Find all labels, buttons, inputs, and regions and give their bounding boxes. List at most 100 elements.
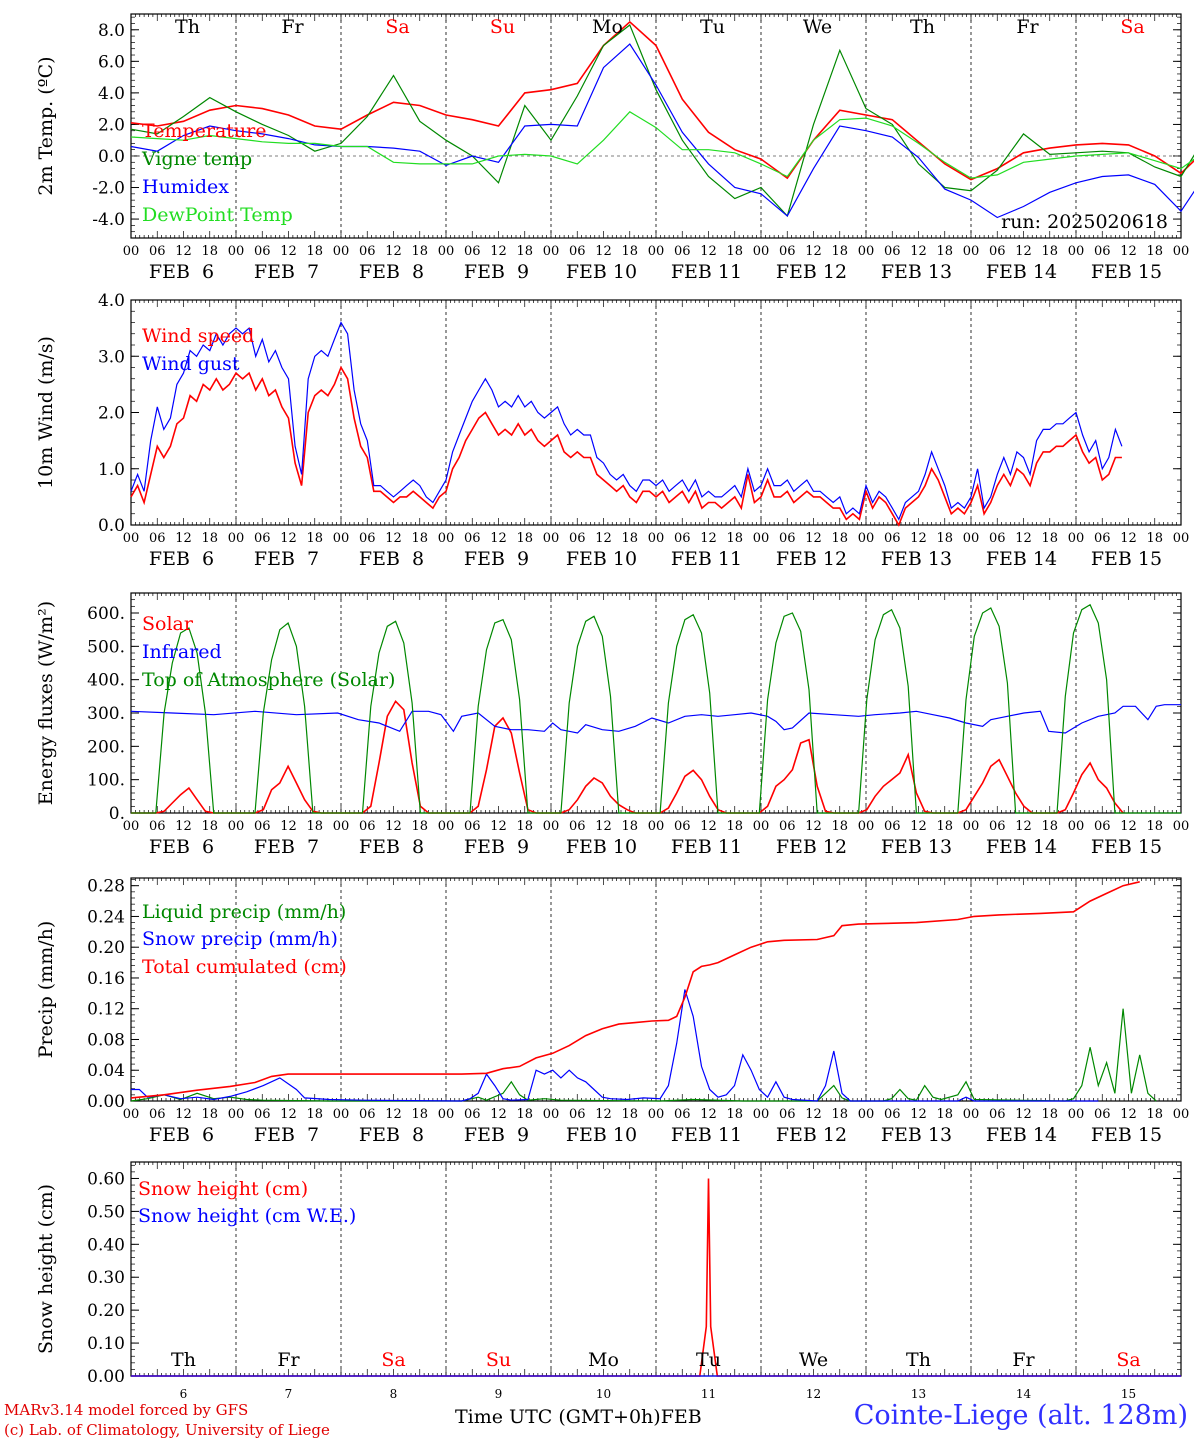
hour-tick-label: 12 xyxy=(385,819,402,834)
hour-tick-label: 00 xyxy=(543,1107,560,1122)
date-label: FEB 9 xyxy=(464,548,529,570)
weekday-label: Fr xyxy=(277,1349,300,1371)
y-tick-label: 0.16 xyxy=(87,969,125,989)
hour-tick-label: 12 xyxy=(595,1107,612,1122)
bottom-date-label: 11 xyxy=(701,1387,716,1401)
date-label: FEB 13 xyxy=(881,836,952,858)
hour-tick-label: 12 xyxy=(910,244,927,259)
weekday-label: Sa xyxy=(381,1349,405,1371)
weekday-label: Tu xyxy=(696,1349,721,1371)
y-tick-label: 3.0 xyxy=(98,347,125,367)
hour-tick-label: 06 xyxy=(464,1107,481,1122)
series-line-vigne-temp xyxy=(130,24,1194,218)
legend-entry: Snow height (cm W.E.) xyxy=(138,1205,356,1227)
hour-tick-label: 12 xyxy=(1015,531,1032,546)
hour-tick-label: 06 xyxy=(1094,531,1111,546)
hour-tick-label: 00 xyxy=(228,819,245,834)
hour-tick-label: 12 xyxy=(805,531,822,546)
hour-tick-label: 18 xyxy=(621,1107,638,1122)
date-label: FEB 10 xyxy=(566,261,637,283)
series-line-liquid-precip-mm-h- xyxy=(130,1008,1157,1102)
legend-entry: Snow height (cm) xyxy=(138,1178,308,1200)
date-label: FEB 6 xyxy=(149,836,214,858)
hour-tick-label: 06 xyxy=(674,819,691,834)
hour-tick-label: 00 xyxy=(858,244,875,259)
legend-entry: Infrared xyxy=(142,641,222,663)
date-label: FEB 12 xyxy=(776,1124,847,1146)
hour-tick-label: 18 xyxy=(306,244,323,259)
bottom-date-label: 6 xyxy=(180,1387,188,1401)
date-label: FEB 10 xyxy=(566,548,637,570)
hour-tick-label: 12 xyxy=(805,244,822,259)
hour-tick-label: 00 xyxy=(648,819,665,834)
hour-tick-label: 00 xyxy=(1173,819,1190,834)
y-tick-label: 0.00 xyxy=(87,1092,125,1112)
panel-5 xyxy=(130,1161,1182,1377)
y-tick-label: -4.0 xyxy=(92,210,125,230)
legend-entry: Vigne temp xyxy=(141,148,252,170)
hour-tick-label: 12 xyxy=(385,244,402,259)
date-label: FEB 8 xyxy=(359,836,424,858)
y-tick-label: 0.04 xyxy=(87,1061,125,1081)
y-tick-label: 500. xyxy=(87,637,125,657)
weekday-label: Th xyxy=(171,1349,196,1371)
hour-tick-label: 18 xyxy=(831,244,848,259)
hour-tick-label: 12 xyxy=(175,531,192,546)
hour-tick-label: 00 xyxy=(753,819,770,834)
weekday-label: Su xyxy=(486,1349,511,1371)
hour-tick-label: 06 xyxy=(359,244,376,259)
hour-tick-label: 06 xyxy=(989,531,1006,546)
y-axis-label: Snow height (cm) xyxy=(35,1184,57,1354)
hour-tick-label: 00 xyxy=(858,819,875,834)
legend-entry: Total cumulated (cm) xyxy=(142,956,347,978)
panel-1 xyxy=(130,13,1194,239)
weekday-label: Th xyxy=(910,16,935,38)
hour-tick-label: 06 xyxy=(569,244,586,259)
date-label: FEB 9 xyxy=(464,836,529,858)
date-label: FEB 14 xyxy=(986,261,1057,283)
hour-tick-label: 00 xyxy=(1068,819,1085,834)
date-label: FEB 15 xyxy=(1091,836,1162,858)
bottom-date-label: 14 xyxy=(1016,1387,1032,1401)
hour-tick-label: 06 xyxy=(884,1107,901,1122)
hour-tick-label: 00 xyxy=(963,244,980,259)
date-label: FEB 14 xyxy=(986,548,1057,570)
y-tick-label: 0.12 xyxy=(87,1000,125,1020)
date-label: FEB 6 xyxy=(149,548,214,570)
hour-tick-label: 12 xyxy=(700,1107,717,1122)
weekday-label: Sa xyxy=(1116,1349,1140,1371)
weekday-label: Fr xyxy=(281,16,304,38)
hour-tick-label: 12 xyxy=(280,531,297,546)
y-tick-label: 200. xyxy=(87,737,125,757)
y-tick-label: 300. xyxy=(87,704,125,724)
date-label: FEB 11 xyxy=(671,836,742,858)
hour-tick-label: 18 xyxy=(936,819,953,834)
hour-tick-label: 18 xyxy=(831,531,848,546)
date-label: FEB 11 xyxy=(671,1124,742,1146)
hour-tick-label: 18 xyxy=(621,244,638,259)
hour-tick-label: 06 xyxy=(1094,244,1111,259)
hour-tick-label: 00 xyxy=(1068,244,1085,259)
hour-tick-label: 12 xyxy=(1015,1107,1032,1122)
hour-tick-label: 18 xyxy=(1041,531,1058,546)
date-label: FEB 8 xyxy=(359,1124,424,1146)
hour-tick-label: 12 xyxy=(1120,1107,1137,1122)
hour-tick-label: 06 xyxy=(779,1107,796,1122)
hour-tick-label: 06 xyxy=(149,531,166,546)
hour-tick-label: 18 xyxy=(411,531,428,546)
hour-tick-label: 12 xyxy=(280,244,297,259)
hour-tick-label: 00 xyxy=(753,1107,770,1122)
hour-tick-label: 06 xyxy=(464,819,481,834)
date-label: FEB 11 xyxy=(671,548,742,570)
hour-tick-label: 12 xyxy=(280,819,297,834)
hour-tick-label: 18 xyxy=(1146,531,1163,546)
hour-tick-label: 18 xyxy=(726,531,743,546)
legend-entry: Solar xyxy=(142,613,194,635)
hour-tick-label: 18 xyxy=(516,819,533,834)
hour-tick-label: 12 xyxy=(700,244,717,259)
legend-entry: DewPoint Temp xyxy=(142,204,293,226)
series-line-solar xyxy=(131,699,1124,814)
y-axis-label: Energy fluxes (W/m²) xyxy=(35,601,57,805)
hour-tick-label: 06 xyxy=(989,1107,1006,1122)
date-label: FEB 14 xyxy=(986,836,1057,858)
